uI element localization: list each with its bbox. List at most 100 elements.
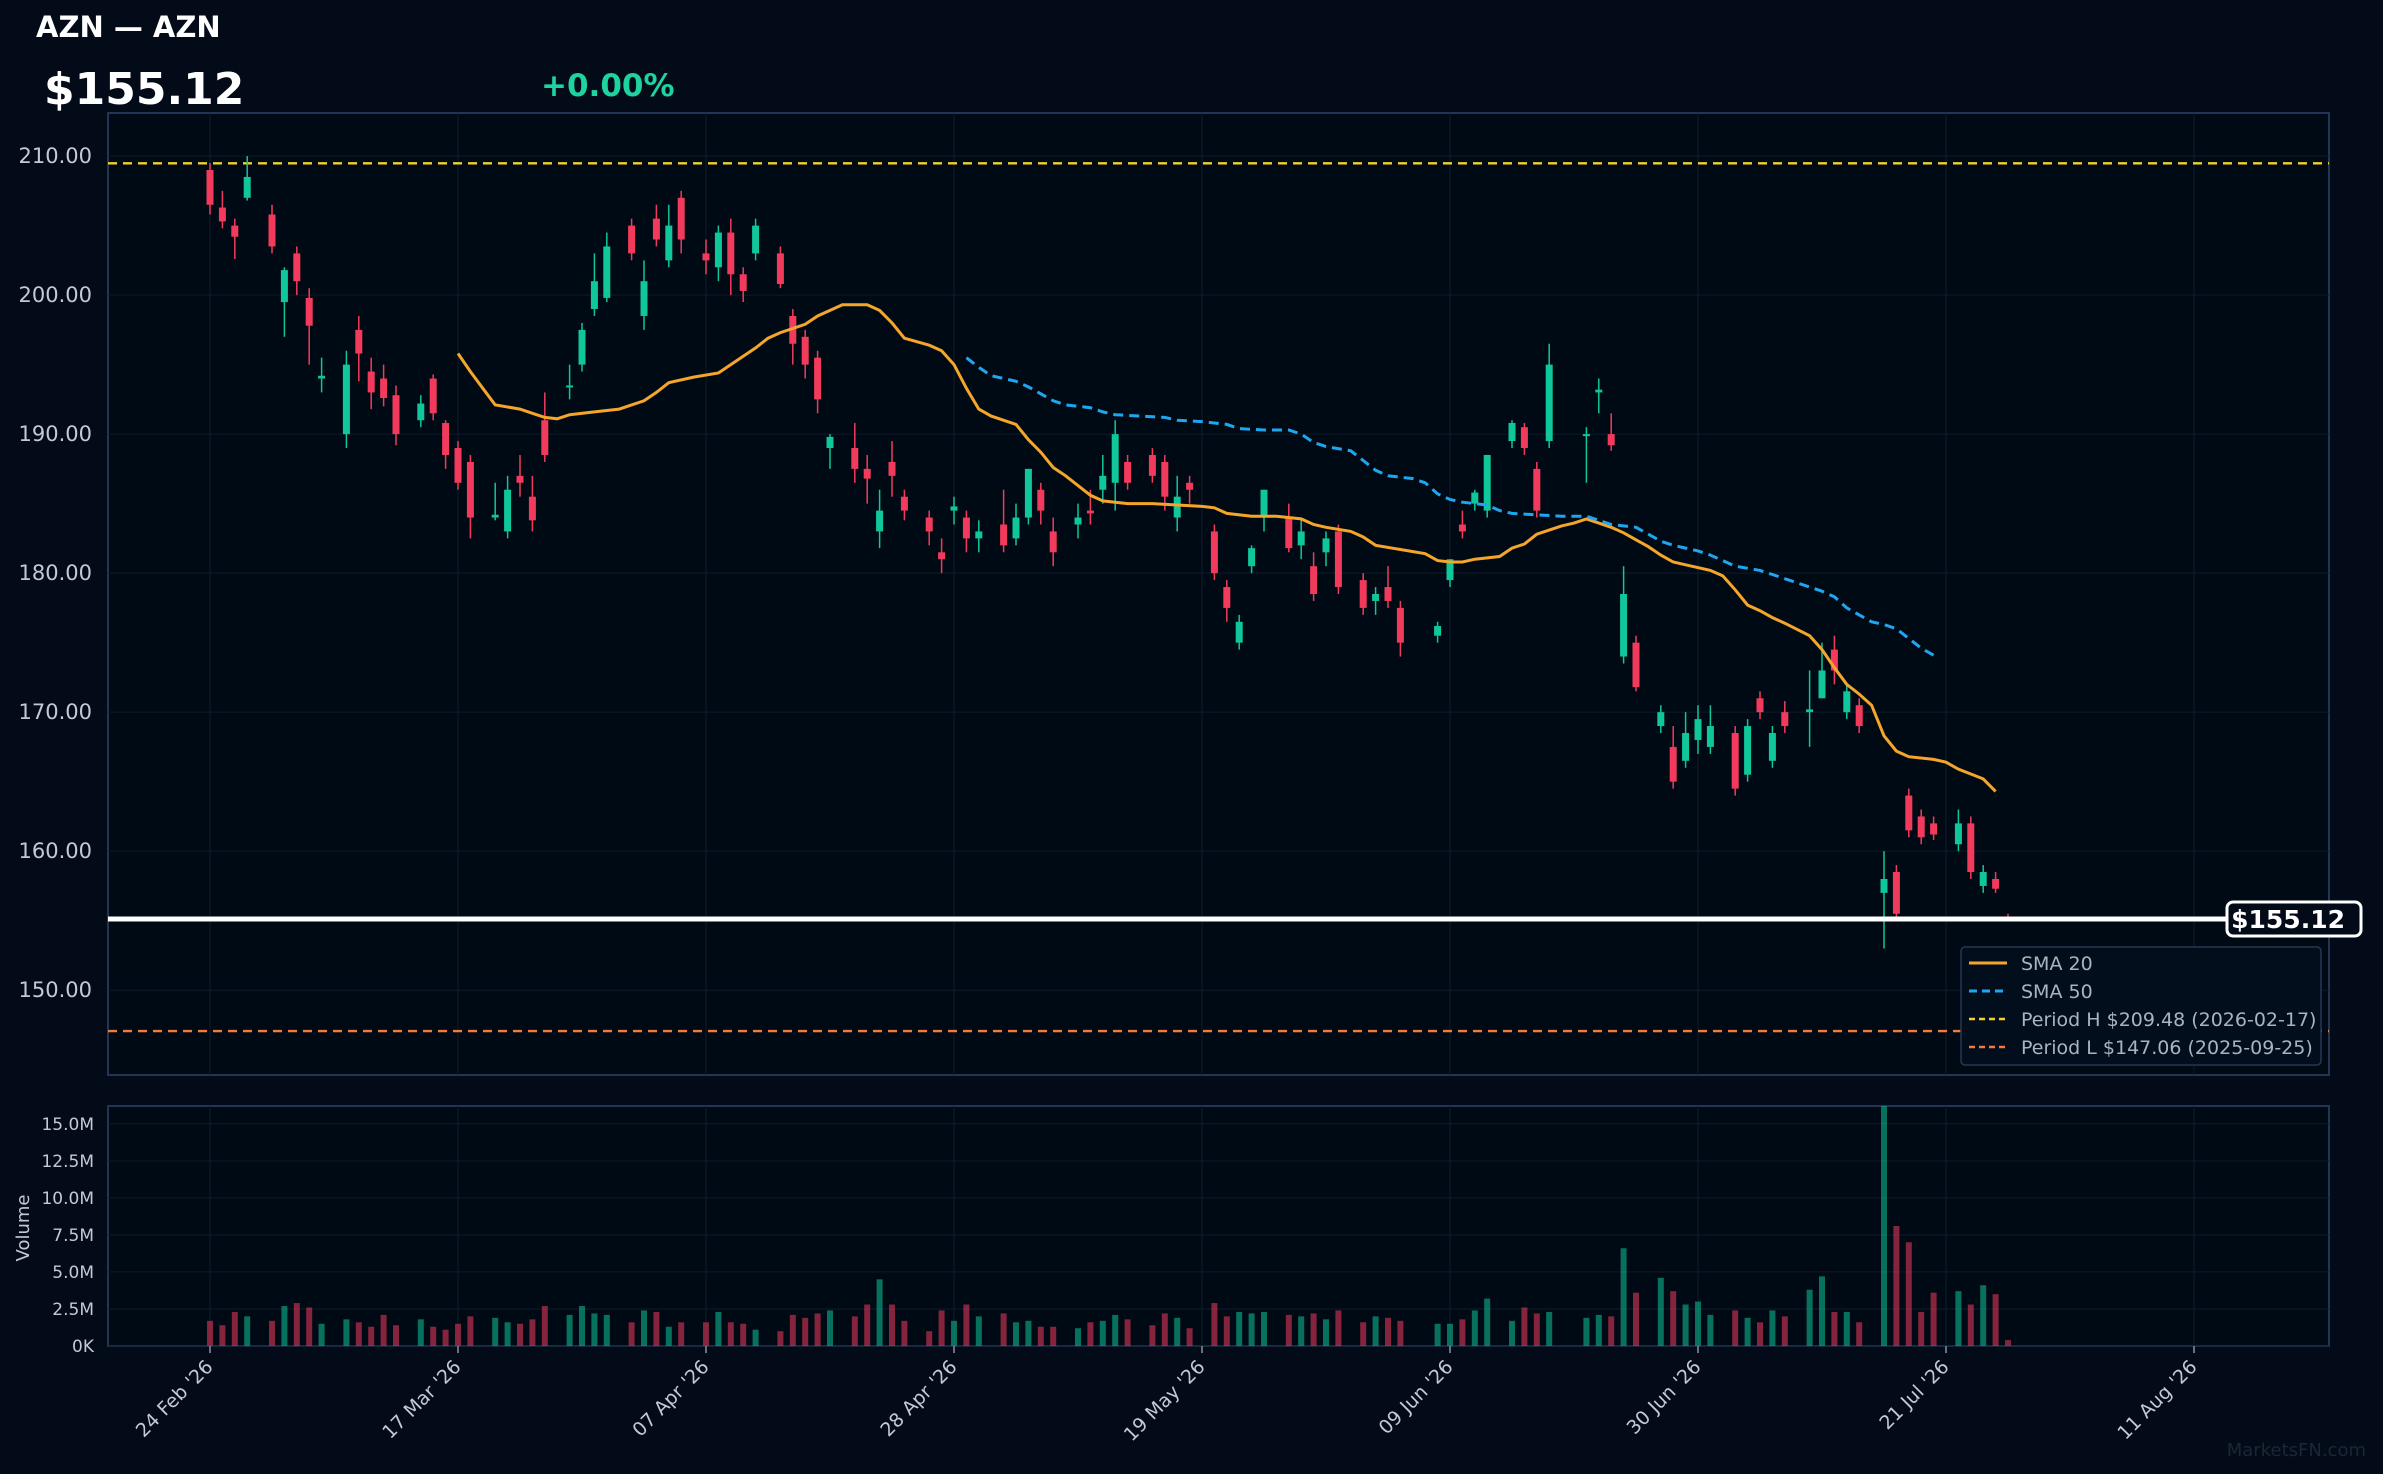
- price-tick-label: 160.00: [19, 839, 92, 863]
- volume-bar: [393, 1325, 399, 1346]
- price-tick-label: 210.00: [19, 144, 92, 168]
- candle-body: [1520, 427, 1528, 449]
- candle-body: [1694, 719, 1702, 740]
- candle-body: [1186, 482, 1194, 490]
- volume-bar: [1285, 1314, 1292, 1346]
- volume-bar: [1955, 1291, 1962, 1346]
- candle-body: [1880, 878, 1888, 893]
- volume-bar: [653, 1311, 660, 1346]
- candle-body: [1533, 468, 1541, 511]
- candle-body: [1483, 454, 1491, 511]
- candle-body: [1372, 594, 1380, 601]
- legend-sma20: SMA 20: [2021, 953, 2093, 975]
- volume-bar: [678, 1322, 685, 1346]
- candle-body: [1000, 524, 1008, 546]
- candle-body: [590, 281, 598, 310]
- candle-body: [1954, 823, 1962, 845]
- volume-bar: [703, 1322, 709, 1346]
- volume-bar: [1509, 1320, 1515, 1346]
- candle-body: [367, 371, 375, 393]
- volume-bar: [368, 1326, 375, 1346]
- volume-bar: [1434, 1323, 1441, 1346]
- volume-bar: [1050, 1326, 1057, 1346]
- candle-body: [1012, 517, 1020, 539]
- legend-period-low: Period L $147.06 (2025-09-25): [2021, 1037, 2313, 1059]
- volume-bar: [1657, 1277, 1664, 1346]
- volume-bar: [864, 1304, 871, 1346]
- candle-body: [1024, 468, 1032, 518]
- candle-body: [1508, 423, 1516, 442]
- candle-body: [950, 506, 958, 511]
- volume-bar: [628, 1322, 635, 1346]
- volume-bar: [752, 1329, 759, 1346]
- candle-body: [1396, 607, 1404, 643]
- candle-body: [1992, 878, 2000, 889]
- candle-body: [752, 225, 760, 254]
- watermark: MarketsFN.com: [2227, 1440, 2366, 1461]
- volume-tick-label: 7.5M: [52, 1226, 94, 1246]
- volume-bar: [975, 1316, 982, 1346]
- price-tick-label: 180.00: [19, 561, 92, 585]
- price-panel: [107, 112, 2330, 1076]
- volume-bar: [876, 1279, 883, 1346]
- last-price-label: $155.12: [2231, 905, 2345, 934]
- volume-bar: [541, 1306, 548, 1346]
- candle-body: [1310, 566, 1318, 594]
- candle-body: [1049, 531, 1057, 553]
- candle-body: [442, 423, 450, 455]
- volume-bar: [244, 1316, 251, 1346]
- candle-body: [1706, 726, 1714, 747]
- current-price: $155.12: [44, 64, 245, 115]
- candles: [206, 156, 2012, 949]
- volume-tick-label: 15.0M: [41, 1115, 94, 1135]
- volume-bar: [603, 1314, 610, 1346]
- volume-bar: [1037, 1326, 1044, 1346]
- volume-bar: [219, 1325, 226, 1346]
- volume-tick-label: 0K: [72, 1337, 95, 1357]
- candle-body: [516, 475, 524, 483]
- volume-bar: [281, 1306, 288, 1346]
- volume-bar: [579, 1306, 585, 1346]
- candle-body: [1334, 531, 1342, 588]
- candle-body: [1905, 795, 1913, 831]
- candle-body: [305, 297, 313, 326]
- candle-body: [318, 375, 326, 379]
- candle-body: [900, 496, 908, 511]
- volume-bar: [926, 1331, 933, 1346]
- candle-body: [1223, 587, 1231, 608]
- sma50-line: [965, 356, 1935, 657]
- legend-period-high: Period H $209.48 (2026-02-17): [2021, 1009, 2316, 1031]
- candle-body: [243, 176, 251, 198]
- volume-bar: [1595, 1314, 1602, 1346]
- date-tick-label: 28 Apr '26: [876, 1356, 961, 1441]
- volume-bar: [355, 1322, 362, 1346]
- candle-body: [206, 169, 214, 205]
- last-price-tag: $155.12: [2225, 900, 2363, 938]
- candle-body: [826, 436, 834, 449]
- candle-body: [268, 214, 276, 247]
- legend: SMA 20 SMA 50 Period H $209.48 (2026-02-…: [1960, 946, 2322, 1066]
- candle-body: [1806, 709, 1814, 713]
- volume-bar: [1124, 1319, 1131, 1346]
- volume-bar: [1521, 1307, 1528, 1346]
- volume-bar: [1781, 1316, 1788, 1346]
- candle-body: [1384, 587, 1392, 601]
- volume-bar: [1831, 1311, 1838, 1346]
- volume-tick-label: 12.5M: [41, 1152, 94, 1172]
- candle-body: [1173, 496, 1181, 518]
- volume-bar: [1112, 1314, 1119, 1346]
- volume-bar: [1744, 1317, 1751, 1346]
- candle-body: [1830, 649, 1838, 671]
- volume-bar: [442, 1329, 449, 1346]
- candle-body: [1744, 726, 1752, 775]
- candle-body: [1768, 733, 1776, 761]
- candle-body: [1582, 434, 1590, 437]
- volume-bar: [1397, 1320, 1404, 1346]
- candle-body: [1124, 461, 1132, 483]
- candle-body: [801, 336, 809, 365]
- volume-bar: [467, 1316, 474, 1346]
- volume-bar: [1025, 1320, 1032, 1346]
- candle-body: [1843, 691, 1851, 713]
- volume-axis: 0K 2.5M 5.0M 7.5M 10.0M 12.5M 15.0M: [41, 1115, 94, 1357]
- candle-body: [392, 395, 400, 435]
